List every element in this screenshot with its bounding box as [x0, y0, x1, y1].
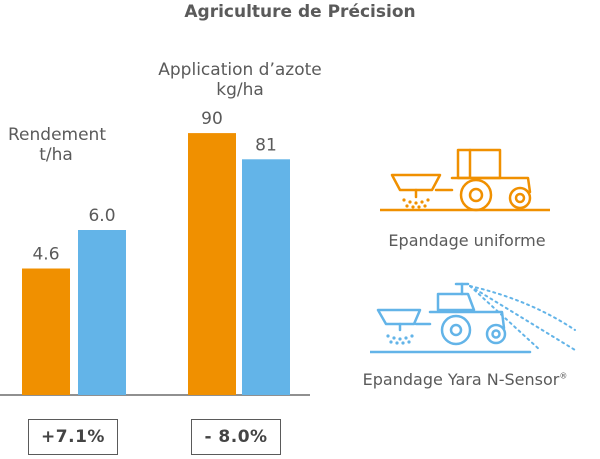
- nitrogen-value-label-uniforme: 90: [201, 109, 223, 129]
- nitrogen-group-label: Application d’azote kg/ha: [140, 60, 340, 100]
- yield-bar-nsensor: [78, 230, 126, 395]
- yield-group-label: Rendement t/ha: [8, 125, 106, 165]
- legend-label-uniforme: Epandage uniforme: [388, 231, 546, 250]
- nitrogen-label-unit: kg/ha: [216, 80, 264, 100]
- yield-value-label-uniforme: 4.6: [32, 245, 59, 265]
- yield-bar-uniforme: [22, 268, 70, 395]
- tractor-spreader-orange-icon: [380, 148, 550, 212]
- chart-title: Agriculture de Précision: [184, 2, 416, 22]
- nitrogen-delta-box: - 8.0%: [191, 419, 281, 455]
- yield-label-line1: Rendement: [8, 125, 106, 145]
- nitrogen-value-label-nsensor: 81: [255, 135, 277, 155]
- yield-label-unit: t/ha: [39, 145, 73, 165]
- registered-mark: ®: [559, 371, 568, 381]
- nitrogen-bar-uniforme: [188, 133, 236, 395]
- nitrogen-label-line1: Application d’azote: [158, 60, 322, 80]
- legend-label-nsensor-text: Epandage Yara N-Sensor: [362, 370, 560, 389]
- yield-value-label-nsensor: 6.0: [88, 206, 115, 226]
- legend-label-nsensor: Epandage Yara N-Sensor®: [340, 370, 590, 389]
- yield-delta-box: +7.1%: [28, 419, 118, 455]
- tractor-nsensor-blue-icon: [370, 282, 576, 354]
- nitrogen-bar-nsensor: [242, 159, 290, 395]
